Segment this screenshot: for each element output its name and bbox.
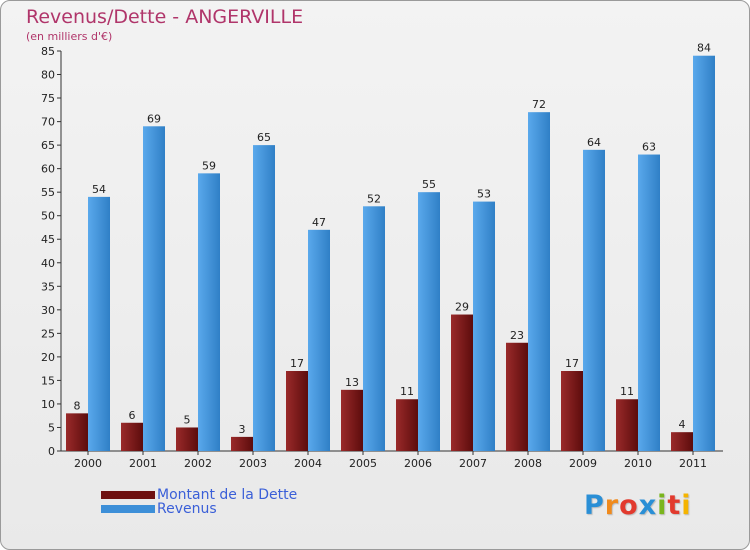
bar-revenus-2006 bbox=[418, 192, 440, 452]
y-tick-label: 40 bbox=[41, 257, 55, 270]
bar-revenus-2008 bbox=[528, 112, 550, 452]
bar-dette-2004 bbox=[286, 371, 308, 451]
x-tick-label-2009: 2009 bbox=[569, 457, 597, 470]
bar-revenus-2004 bbox=[308, 229, 330, 451]
logo-letter: i bbox=[681, 490, 692, 521]
data-label-dette-2010: 11 bbox=[620, 385, 634, 398]
bar-revenus-2005 bbox=[363, 206, 385, 451]
x-tick-label-2007: 2007 bbox=[459, 457, 487, 470]
x-tick-label-2008: 2008 bbox=[514, 457, 542, 470]
data-label-revenus-2010: 63 bbox=[642, 141, 656, 154]
data-label-revenus-2008: 72 bbox=[532, 98, 546, 111]
data-label-revenus-2006: 55 bbox=[422, 178, 436, 191]
bar-revenus-2011 bbox=[693, 55, 715, 452]
logo-letter: r bbox=[604, 490, 620, 521]
data-label-revenus-2005: 52 bbox=[367, 192, 381, 205]
y-tick-label: 0 bbox=[48, 445, 55, 458]
bar-revenus-2009 bbox=[583, 149, 605, 451]
data-label-dette-2002: 5 bbox=[184, 413, 191, 426]
bar-revenus-2010 bbox=[638, 154, 660, 451]
data-label-dette-2008: 23 bbox=[510, 329, 524, 342]
y-tick-label: 35 bbox=[41, 280, 55, 293]
bar-dette-2003 bbox=[231, 436, 253, 451]
data-label-dette-2004: 17 bbox=[290, 357, 304, 370]
logo-letter: x bbox=[638, 490, 658, 521]
x-tick-label-2005: 2005 bbox=[349, 457, 377, 470]
legend-item-debt: Montant de la Dette bbox=[101, 488, 297, 502]
logo-letter: t bbox=[667, 490, 682, 521]
bar-revenus-2002 bbox=[198, 173, 220, 451]
bar-revenus-2007 bbox=[473, 201, 495, 451]
chart-title: Revenus/Dette - ANGERVILLE bbox=[26, 6, 304, 28]
y-tick-label: 10 bbox=[41, 398, 55, 411]
chart-subtitle: (en milliers d'€) bbox=[26, 30, 113, 43]
data-label-revenus-2009: 64 bbox=[587, 136, 601, 149]
x-tick-label-2001: 2001 bbox=[129, 457, 157, 470]
y-tick-label: 80 bbox=[41, 69, 55, 82]
data-label-dette-2003: 3 bbox=[239, 423, 246, 436]
data-label-revenus-2011: 84 bbox=[697, 42, 711, 55]
proxiti-logo: Proxiti bbox=[584, 490, 692, 521]
logo-letter: i bbox=[657, 490, 668, 521]
y-tick-label: 75 bbox=[41, 92, 55, 105]
bar-revenus-2000 bbox=[88, 196, 110, 451]
data-label-revenus-2001: 69 bbox=[147, 112, 161, 125]
bar-dette-2008 bbox=[506, 342, 528, 451]
x-tick-label-2002: 2002 bbox=[184, 457, 212, 470]
data-label-dette-2007: 29 bbox=[455, 301, 469, 314]
data-label-revenus-2000: 54 bbox=[92, 183, 106, 196]
data-label-revenus-2004: 47 bbox=[312, 216, 326, 229]
y-tick-label: 65 bbox=[41, 139, 55, 152]
y-tick-label: 85 bbox=[41, 45, 55, 58]
y-tick-label: 70 bbox=[41, 116, 55, 129]
x-tick-label-2003: 2003 bbox=[239, 457, 267, 470]
y-tick-label: 25 bbox=[41, 327, 55, 340]
data-label-revenus-2002: 59 bbox=[202, 159, 216, 172]
y-tick-label: 50 bbox=[41, 210, 55, 223]
legend-swatch-revenus bbox=[101, 505, 155, 513]
y-tick-label: 30 bbox=[41, 304, 55, 317]
x-tick-label-2006: 2006 bbox=[404, 457, 432, 470]
bar-dette-2005 bbox=[341, 389, 363, 451]
bar-revenus-2001 bbox=[143, 126, 165, 451]
data-label-revenus-2007: 53 bbox=[477, 188, 491, 201]
legend-item-revenus: Revenus bbox=[101, 502, 217, 516]
data-label-dette-2009: 17 bbox=[565, 357, 579, 370]
x-tick-label-2010: 2010 bbox=[624, 457, 652, 470]
data-label-revenus-2003: 65 bbox=[257, 131, 271, 144]
x-tick-label-2011: 2011 bbox=[679, 457, 707, 470]
legend-label-revenus: Revenus bbox=[157, 501, 217, 517]
logo-letter: P bbox=[584, 490, 605, 521]
legend-label-debt: Montant de la Dette bbox=[157, 487, 298, 503]
bar-dette-2006 bbox=[396, 399, 418, 451]
bar-dette-2011 bbox=[671, 432, 693, 451]
legend-swatch-debt bbox=[101, 491, 155, 499]
bar-dette-2000 bbox=[66, 413, 88, 451]
bar-dette-2010 bbox=[616, 399, 638, 451]
bar-revenus-2003 bbox=[253, 145, 275, 451]
x-tick-label-2004: 2004 bbox=[294, 457, 322, 470]
bar-dette-2001 bbox=[121, 422, 143, 451]
y-tick-label: 5 bbox=[48, 421, 55, 434]
bar-dette-2009 bbox=[561, 371, 583, 451]
data-label-dette-2006: 11 bbox=[400, 385, 414, 398]
logo-letter: o bbox=[619, 490, 639, 521]
y-tick-label: 60 bbox=[41, 163, 55, 176]
data-label-dette-2011: 4 bbox=[679, 418, 686, 431]
data-label-dette-2000: 8 bbox=[74, 399, 81, 412]
bar-dette-2002 bbox=[176, 427, 198, 451]
bar-dette-2007 bbox=[451, 314, 473, 451]
y-tick-label: 15 bbox=[41, 374, 55, 387]
y-tick-label: 45 bbox=[41, 233, 55, 246]
data-label-dette-2001: 6 bbox=[129, 409, 136, 422]
y-tick-label: 20 bbox=[41, 351, 55, 364]
y-tick-label: 55 bbox=[41, 186, 55, 199]
x-tick-label-2000: 2000 bbox=[74, 457, 102, 470]
data-label-dette-2005: 13 bbox=[345, 376, 359, 389]
